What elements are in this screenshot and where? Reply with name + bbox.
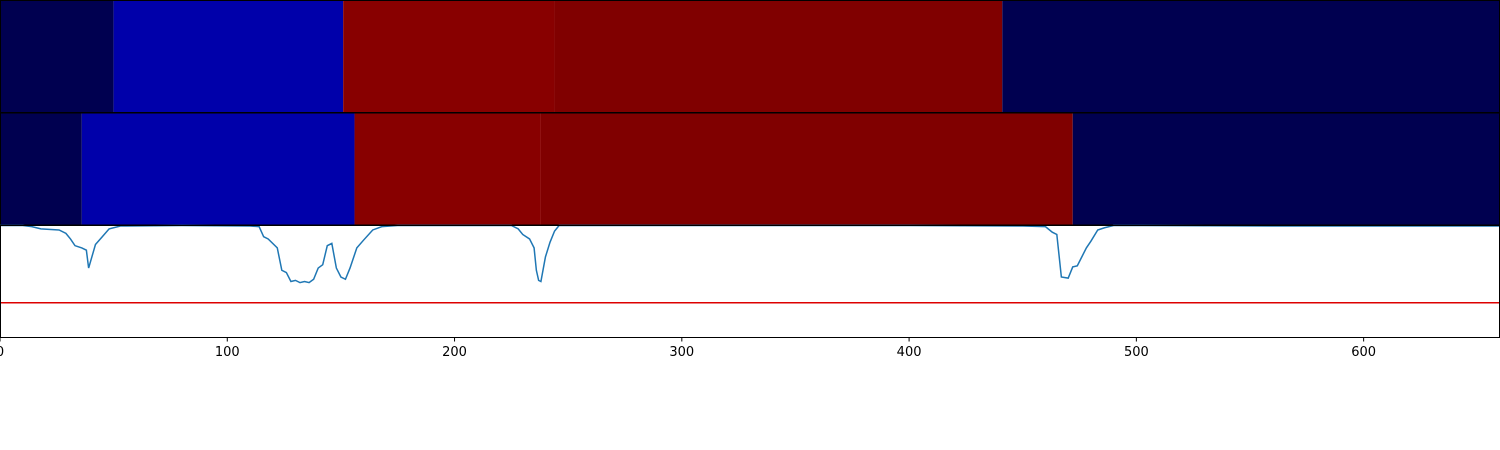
x-tick-label: 500: [1124, 345, 1149, 360]
x-tick-label: 400: [897, 345, 922, 360]
segment: [0, 0, 114, 113]
segment: [113, 0, 344, 113]
segment: [81, 113, 355, 225]
segment: [354, 113, 541, 225]
x-tick-label: 600: [1351, 345, 1376, 360]
x-tick-label: 0: [0, 345, 4, 360]
segment: [1002, 0, 1500, 113]
segment: [540, 113, 1073, 225]
segment: [343, 0, 555, 113]
segment: [1072, 113, 1500, 225]
segment: [0, 113, 82, 225]
data-line: [0, 224, 1500, 284]
segment: [554, 0, 1003, 113]
x-tick-label: 100: [215, 345, 240, 360]
x-tick-label: 200: [442, 345, 467, 360]
panel-frame: [0, 225, 1500, 338]
x-tick-label: 300: [669, 345, 694, 360]
